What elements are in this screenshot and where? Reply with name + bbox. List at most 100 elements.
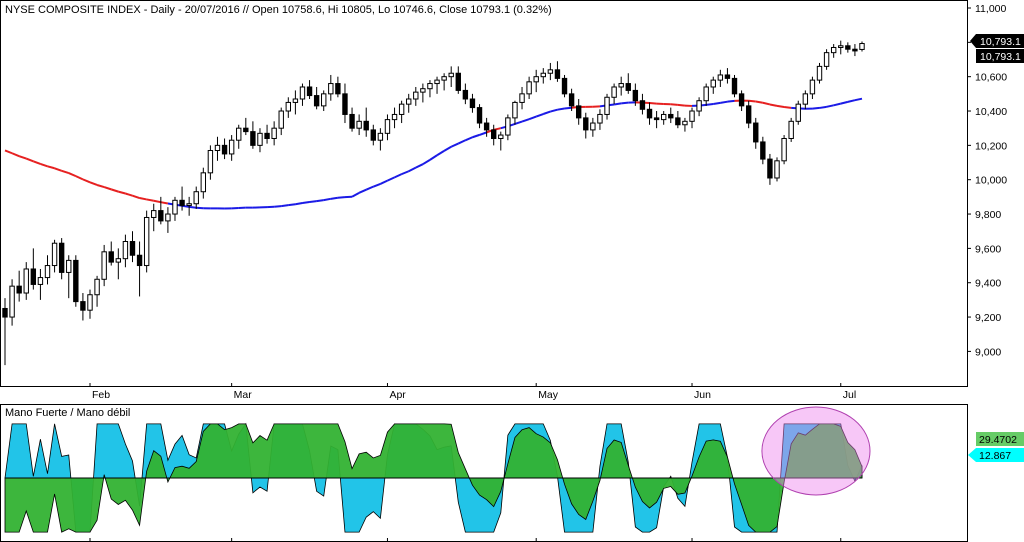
candle: [731, 74, 738, 98]
candle-body: [774, 160, 780, 179]
candle-body: [795, 103, 801, 122]
weak-hand-value-badge: 12.867: [968, 448, 1024, 462]
candle-body: [200, 172, 207, 193]
candle-body: [859, 43, 865, 50]
price-panel-frame: [0, 0, 968, 387]
candle-body: [87, 294, 93, 311]
candle-body: [554, 69, 561, 79]
candle: [795, 100, 801, 125]
candle: [590, 117, 596, 137]
moving-average-segment: [847, 99, 856, 103]
candle-body: [533, 76, 539, 83]
candle-body: [519, 93, 525, 103]
candle: [221, 138, 228, 160]
candle-body: [455, 72, 461, 91]
candle-body: [214, 144, 221, 152]
candle-body: [384, 119, 391, 134]
candle: [682, 117, 688, 132]
candle: [278, 107, 284, 136]
candle-body: [568, 93, 575, 107]
candle: [498, 131, 504, 151]
moving-average-segment: [54, 167, 62, 172]
candle-body: [151, 210, 157, 218]
candle: [632, 83, 639, 106]
candle-body: [675, 117, 681, 126]
candle: [554, 61, 561, 82]
moving-average-segment: [621, 101, 629, 105]
candle-body: [845, 45, 851, 50]
candle-body: [625, 83, 631, 91]
price-chart-title: NYSE COMPOSITE INDEX - Daily - 20/07/201…: [5, 4, 552, 16]
candle-body: [724, 74, 731, 79]
candle: [434, 76, 440, 94]
candle-body: [66, 259, 72, 273]
candle: [328, 74, 334, 101]
moving-average-segment: [89, 181, 98, 186]
candle: [505, 114, 511, 141]
candle-body: [264, 132, 270, 139]
candle: [462, 83, 469, 105]
candle-body: [823, 52, 830, 67]
candle-body: [738, 93, 745, 107]
candle-body: [611, 86, 617, 98]
candle: [469, 93, 476, 113]
candle: [483, 117, 490, 137]
candle: [73, 255, 79, 307]
candle: [37, 268, 44, 300]
candle-body: [710, 79, 716, 88]
candle-body: [852, 48, 858, 52]
candle: [44, 255, 51, 285]
month-tick-label: Mar: [234, 389, 253, 401]
moving-average-segment: [422, 158, 431, 166]
candle-body: [115, 258, 122, 263]
candle-body: [838, 45, 844, 48]
candle-body: [462, 89, 469, 100]
price-tick-label: 9,600: [975, 243, 1001, 255]
moving-average-segment: [337, 196, 346, 199]
candle-body: [243, 127, 249, 133]
candle: [753, 117, 759, 149]
highlight-region: [761, 406, 871, 496]
month-axis-ticks: Feb Mar Apr May Jun Jul: [89, 383, 856, 542]
highlight-ellipse: [761, 406, 871, 496]
candle: [561, 74, 568, 98]
moving-average-segment: [82, 178, 91, 184]
moving-average-segment: [819, 105, 827, 109]
candle-body: [434, 79, 440, 85]
moving-average-segment: [854, 97, 863, 102]
candle-body: [313, 95, 320, 107]
candle: [802, 90, 809, 110]
moving-average-segment: [727, 99, 735, 103]
moving-average-segment: [387, 176, 395, 182]
moving-average-segment: [351, 191, 360, 198]
candle: [51, 239, 58, 273]
moving-average-segment: [32, 160, 41, 165]
candle-body: [321, 93, 327, 107]
moving-average-segment: [316, 199, 324, 203]
candle-body: [129, 241, 136, 256]
price-tick-label: 10,200: [975, 140, 1007, 152]
moving-average-segment: [457, 139, 466, 145]
candle-body: [583, 117, 589, 131]
candle-body: [575, 105, 582, 119]
moving-average-segment: [365, 185, 374, 191]
candle: [299, 83, 306, 106]
candle: [859, 41, 865, 52]
candle-body: [597, 113, 603, 124]
moving-average-segment: [415, 163, 424, 169]
moving-average-segment: [776, 104, 785, 108]
candle: [774, 157, 780, 182]
candle: [129, 231, 136, 263]
candle-body: [193, 191, 199, 205]
candle-body: [80, 301, 86, 311]
last-price-badge-2: 10,793.1: [976, 49, 1024, 63]
candle: [391, 107, 398, 129]
candle-body: [299, 86, 306, 100]
candle: [639, 93, 646, 115]
moving-average-segment: [61, 169, 70, 174]
candle: [257, 128, 263, 153]
moving-average-segment: [706, 103, 714, 106]
candle-body: [342, 93, 348, 115]
candle-body: [590, 122, 596, 131]
